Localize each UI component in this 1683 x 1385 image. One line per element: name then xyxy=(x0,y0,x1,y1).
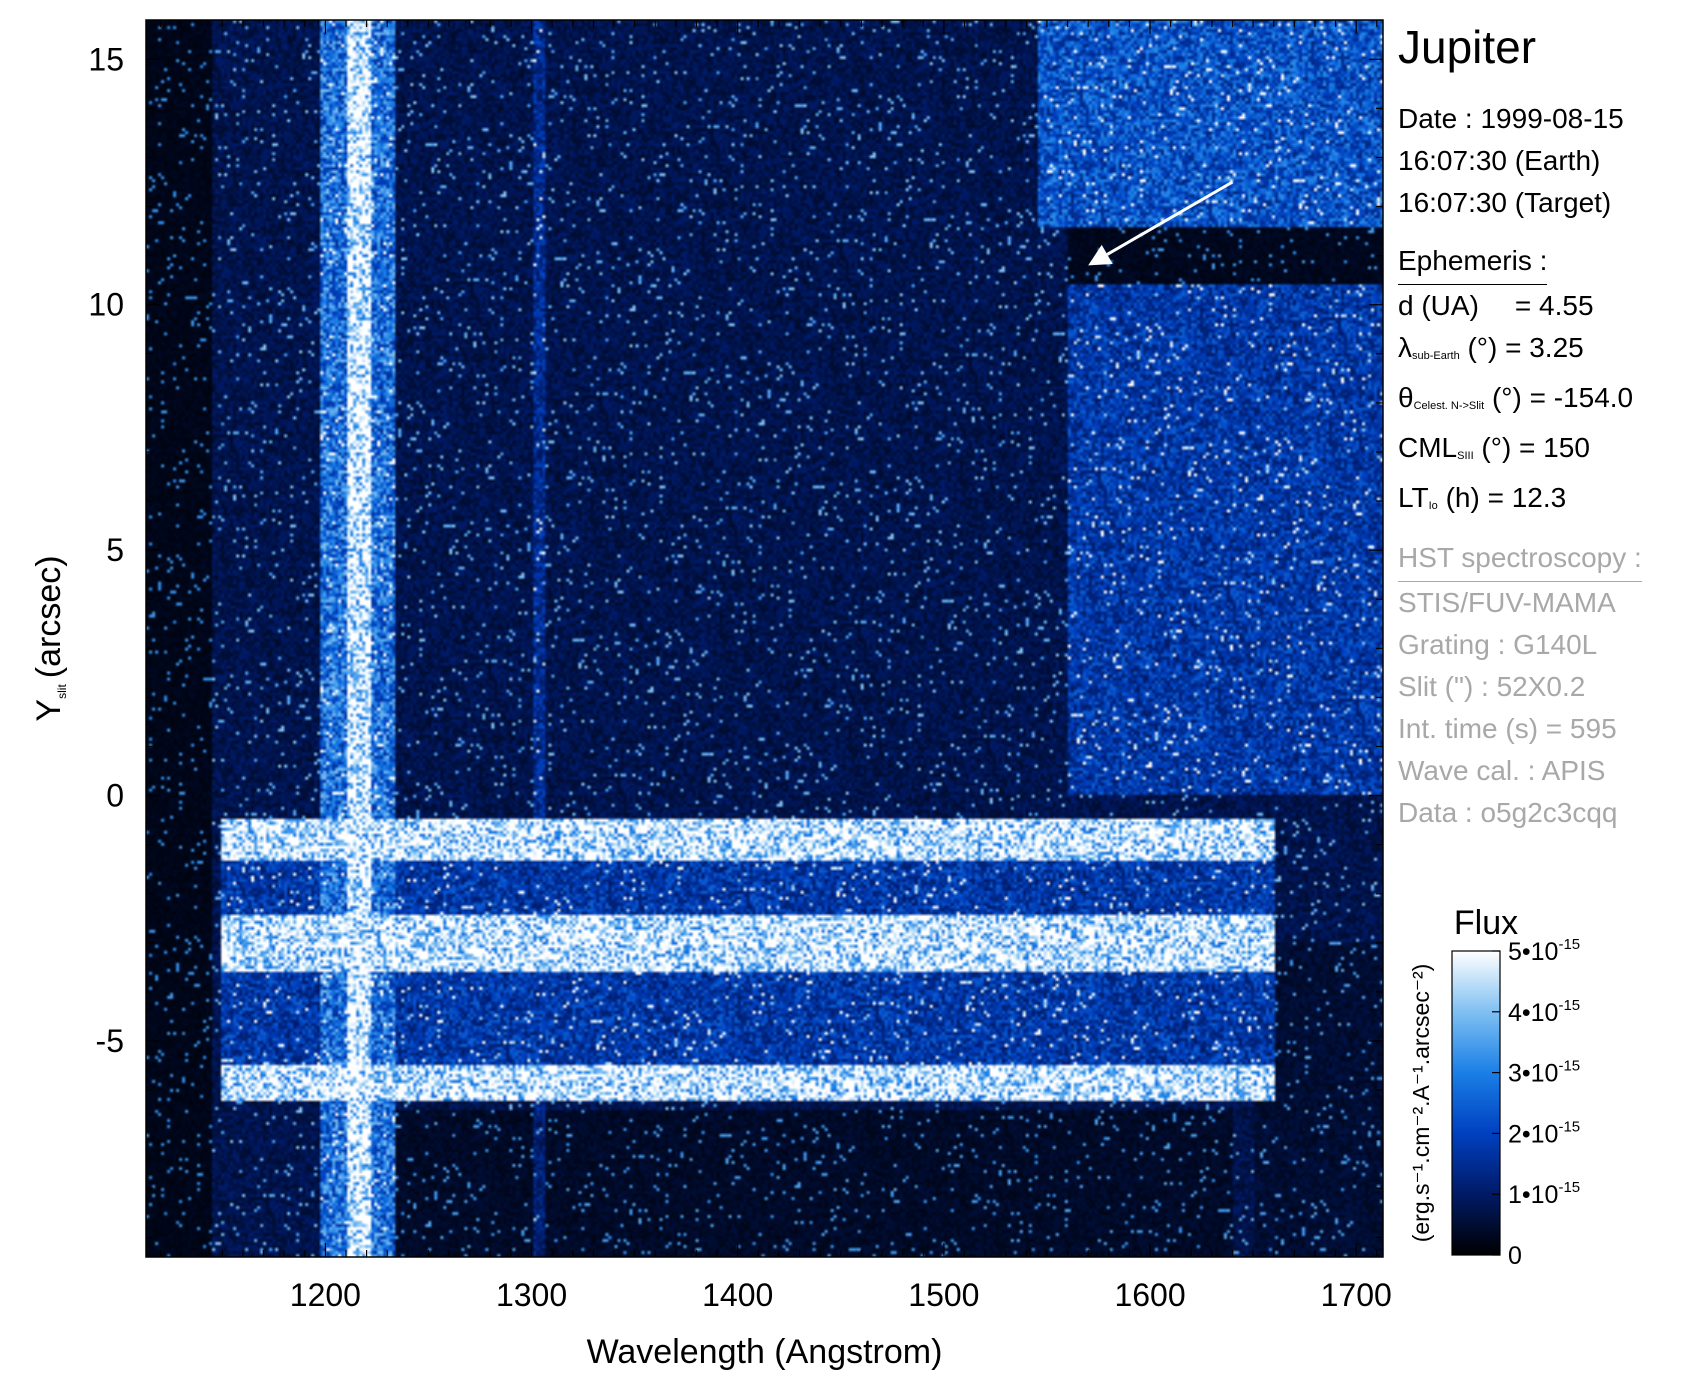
wave-calibration-line: Wave cal. : APIS xyxy=(1398,755,1606,786)
colorbar-title: Flux xyxy=(1454,904,1518,942)
colorbar-tick-label: 5•10-15 xyxy=(1508,936,1580,966)
cml-line: CMLSIII (°) = 150 xyxy=(1398,427,1633,477)
colorbar-tick-label: 0 xyxy=(1508,1242,1522,1270)
colorbar-gradient xyxy=(1451,950,1501,1256)
lambda-symbol: λ xyxy=(1398,332,1412,363)
local-time-line: LTIo (h) = 12.3 xyxy=(1398,477,1633,527)
colorbar-tick-label: 3•10-15 xyxy=(1508,1058,1580,1088)
date-line: Date : 1999-08-15 xyxy=(1398,103,1624,134)
x-tick-label: 1200 xyxy=(290,1277,361,1313)
x-tick-label: 1300 xyxy=(496,1277,567,1313)
y-tick-label: 10 xyxy=(88,287,124,323)
chart-title: Jupiter xyxy=(1398,21,1537,73)
ephemeris-heading: Ephemeris : xyxy=(1398,240,1548,285)
y-tick-label: -5 xyxy=(96,1023,124,1059)
annotation-arrow xyxy=(1088,180,1234,266)
data-id-line: Data : o5g2c3cqq xyxy=(1398,797,1618,828)
theta-value: (°) = -154.0 xyxy=(1484,382,1634,413)
y-tick-label: 0 xyxy=(106,778,124,814)
slit-line: Slit (") : 52X0.2 xyxy=(1398,671,1586,702)
x-axis-label: Wavelength (Angstrom) xyxy=(587,1333,943,1371)
colorbar-tick-label: 2•10-15 xyxy=(1508,1118,1580,1148)
lt-label: LT xyxy=(1398,482,1429,513)
distance-value: = 4.55 xyxy=(1514,290,1594,321)
slit-angle-line: θCelest. N->Slit (°) = -154.0 xyxy=(1398,377,1633,427)
arrow-head xyxy=(1088,244,1113,266)
lambda-value: (°) = 3.25 xyxy=(1459,332,1584,363)
y-tick-label: 5 xyxy=(106,532,124,568)
plot-frame xyxy=(145,19,1384,1258)
cml-subscript: SIII xyxy=(1457,450,1474,462)
instrument-line: STIS/FUV-MAMA xyxy=(1398,587,1616,618)
lambda-subscript: sub-Earth xyxy=(1412,350,1460,362)
ephemeris-block: Ephemeris : d (UA) = 4.55 λsub-Earth (°) … xyxy=(1398,240,1633,527)
lt-subscript: Io xyxy=(1428,500,1438,512)
theta-symbol: θ xyxy=(1398,382,1414,413)
integration-time-line: Int. time (s) = 595 xyxy=(1398,713,1617,744)
arrow-shaft xyxy=(1106,180,1234,256)
x-tick-label: 1700 xyxy=(1321,1277,1392,1313)
colorbar-tick-label: 1•10-15 xyxy=(1508,1179,1580,1209)
instrument-block: HST spectroscopy : STIS/FUV-MAMA Grating… xyxy=(1398,537,1642,834)
target-time-line: 16:07:30 (Target) xyxy=(1398,187,1612,218)
colorbar-tick-label: 4•10-15 xyxy=(1508,997,1580,1027)
x-tick-label: 1400 xyxy=(702,1277,773,1313)
colorbar-unit-label: (erg.s⁻¹.cm⁻².A⁻¹.arcsec⁻²) xyxy=(1408,964,1434,1243)
x-tick-label: 1600 xyxy=(1114,1277,1185,1313)
colorbar: Flux (erg.s⁻¹.cm⁻².A⁻¹.arcsec⁻²) 0 1•10-15 2… xyxy=(1408,904,1580,1270)
y-tick-label: 15 xyxy=(88,41,124,77)
y-axis-label-unit: (arcsec) xyxy=(30,555,68,678)
earth-time-line: 16:07:30 (Earth) xyxy=(1398,145,1601,176)
axis-ticks: 1200 1300 1400 1500 1600 1700 -5 0 5 10 15 xyxy=(88,20,1392,1313)
theta-subscript: Celest. N->Slit xyxy=(1413,400,1485,412)
distance-label: d (UA) xyxy=(1398,290,1479,321)
sub-earth-longitude-line: λsub-Earth (°) = 3.25 xyxy=(1398,327,1633,377)
distance-line: d (UA) = 4.55 xyxy=(1398,285,1633,327)
cml-label: CML xyxy=(1398,432,1458,463)
cml-value: (°) = 150 xyxy=(1473,432,1590,463)
heatmap-image xyxy=(146,20,1383,1257)
y-axis-label-main: Y xyxy=(30,699,68,722)
x-tick-label: 1500 xyxy=(908,1277,979,1313)
spectrogram-heatmap xyxy=(146,20,1383,1257)
observation-time-block: Date : 1999-08-15 16:07:30 (Earth) 16:07… xyxy=(1398,98,1624,224)
grating-line: Grating : G140L xyxy=(1398,629,1598,660)
y-axis-label: Yslit (arcsec) xyxy=(30,555,69,721)
instrument-heading: HST spectroscopy : xyxy=(1398,537,1642,582)
y-axis-label-sub: slit xyxy=(55,684,69,699)
lt-value: (h) = 12.3 xyxy=(1437,482,1567,513)
